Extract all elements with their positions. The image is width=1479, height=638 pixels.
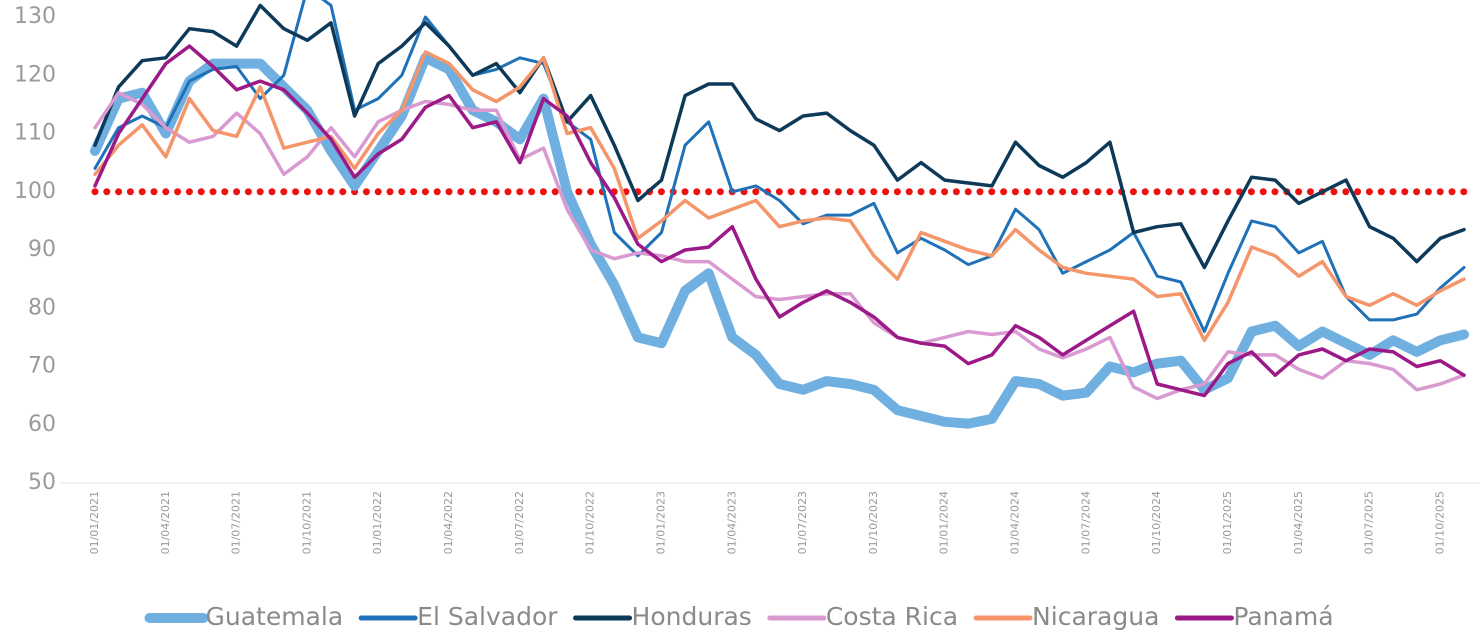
x-tick-label: 01/10/2022: [584, 491, 597, 554]
x-tick-label: 01/07/2025: [1363, 491, 1376, 554]
series-line: [93, 0, 1466, 333]
x-tick-label: 01/07/2021: [230, 491, 243, 554]
y-tick-label: 50: [28, 470, 56, 495]
legend-item: Nicaragua: [973, 602, 1159, 631]
y-tick-label: 60: [28, 412, 56, 437]
axis-layer: 50 60 70 80 90 100 110 120 130 01/01/2021 01/04/20…: [14, 4, 1479, 554]
x-tick-label: 01/01/2021: [88, 491, 101, 554]
y-tick-label: 130: [14, 4, 56, 29]
legend-label: Panamá: [1233, 602, 1333, 631]
legend-item: Honduras: [573, 602, 752, 631]
y-tick-label: 80: [28, 295, 56, 320]
x-tick-label: 01/07/2023: [796, 491, 809, 554]
legend-label: Costa Rica: [826, 602, 958, 631]
x-tick-label: 01/10/2024: [1150, 491, 1163, 554]
x-tick-label: 01/10/2021: [300, 491, 313, 554]
x-tick-label: 01/07/2024: [1079, 491, 1092, 554]
x-tick-label: 01/07/2022: [513, 491, 526, 554]
legend-item: Costa Rica: [767, 602, 958, 631]
legend-item: El Salvador: [358, 602, 558, 631]
series-line: [90, 52, 1469, 429]
series-line: [93, 3, 1466, 270]
x-tick-label: 01/04/2022: [442, 491, 455, 554]
x-tick-label: 01/10/2023: [867, 491, 880, 554]
x-tick-label: 01/01/2025: [1221, 491, 1234, 554]
x-tick-label: 01/04/2024: [1009, 491, 1022, 554]
x-tick-label: 01/01/2024: [938, 491, 951, 554]
x-tick-label: 01/01/2023: [654, 491, 667, 554]
x-tick-label: 01/04/2025: [1292, 491, 1305, 554]
y-tick-label: 90: [28, 237, 56, 262]
series-line: [93, 90, 1466, 401]
x-tick-label: 01/10/2025: [1433, 491, 1446, 554]
y-tick-label: 100: [14, 179, 56, 204]
x-tick-label: 01/04/2021: [159, 491, 172, 554]
y-tick-label: 120: [14, 62, 56, 87]
legend: Guatemala El Salvador Honduras Costa Rica Ni…: [144, 602, 1334, 631]
legend-label: Nicaragua: [1032, 602, 1159, 631]
legend-label: El Salvador: [417, 602, 558, 631]
legend-item: Guatemala: [144, 602, 343, 631]
x-tick-label: 01/01/2022: [371, 491, 384, 554]
series-line: [93, 44, 1466, 398]
series-line: [93, 50, 1466, 343]
y-tick-label: 110: [14, 121, 56, 146]
legend-label: Honduras: [632, 602, 752, 631]
plot-area: [90, 0, 1469, 429]
y-tick-label: 70: [28, 354, 56, 379]
legend-item: Panamá: [1174, 602, 1334, 631]
x-tick-label: 01/04/2023: [725, 491, 738, 554]
legend-label: Guatemala: [205, 602, 343, 631]
